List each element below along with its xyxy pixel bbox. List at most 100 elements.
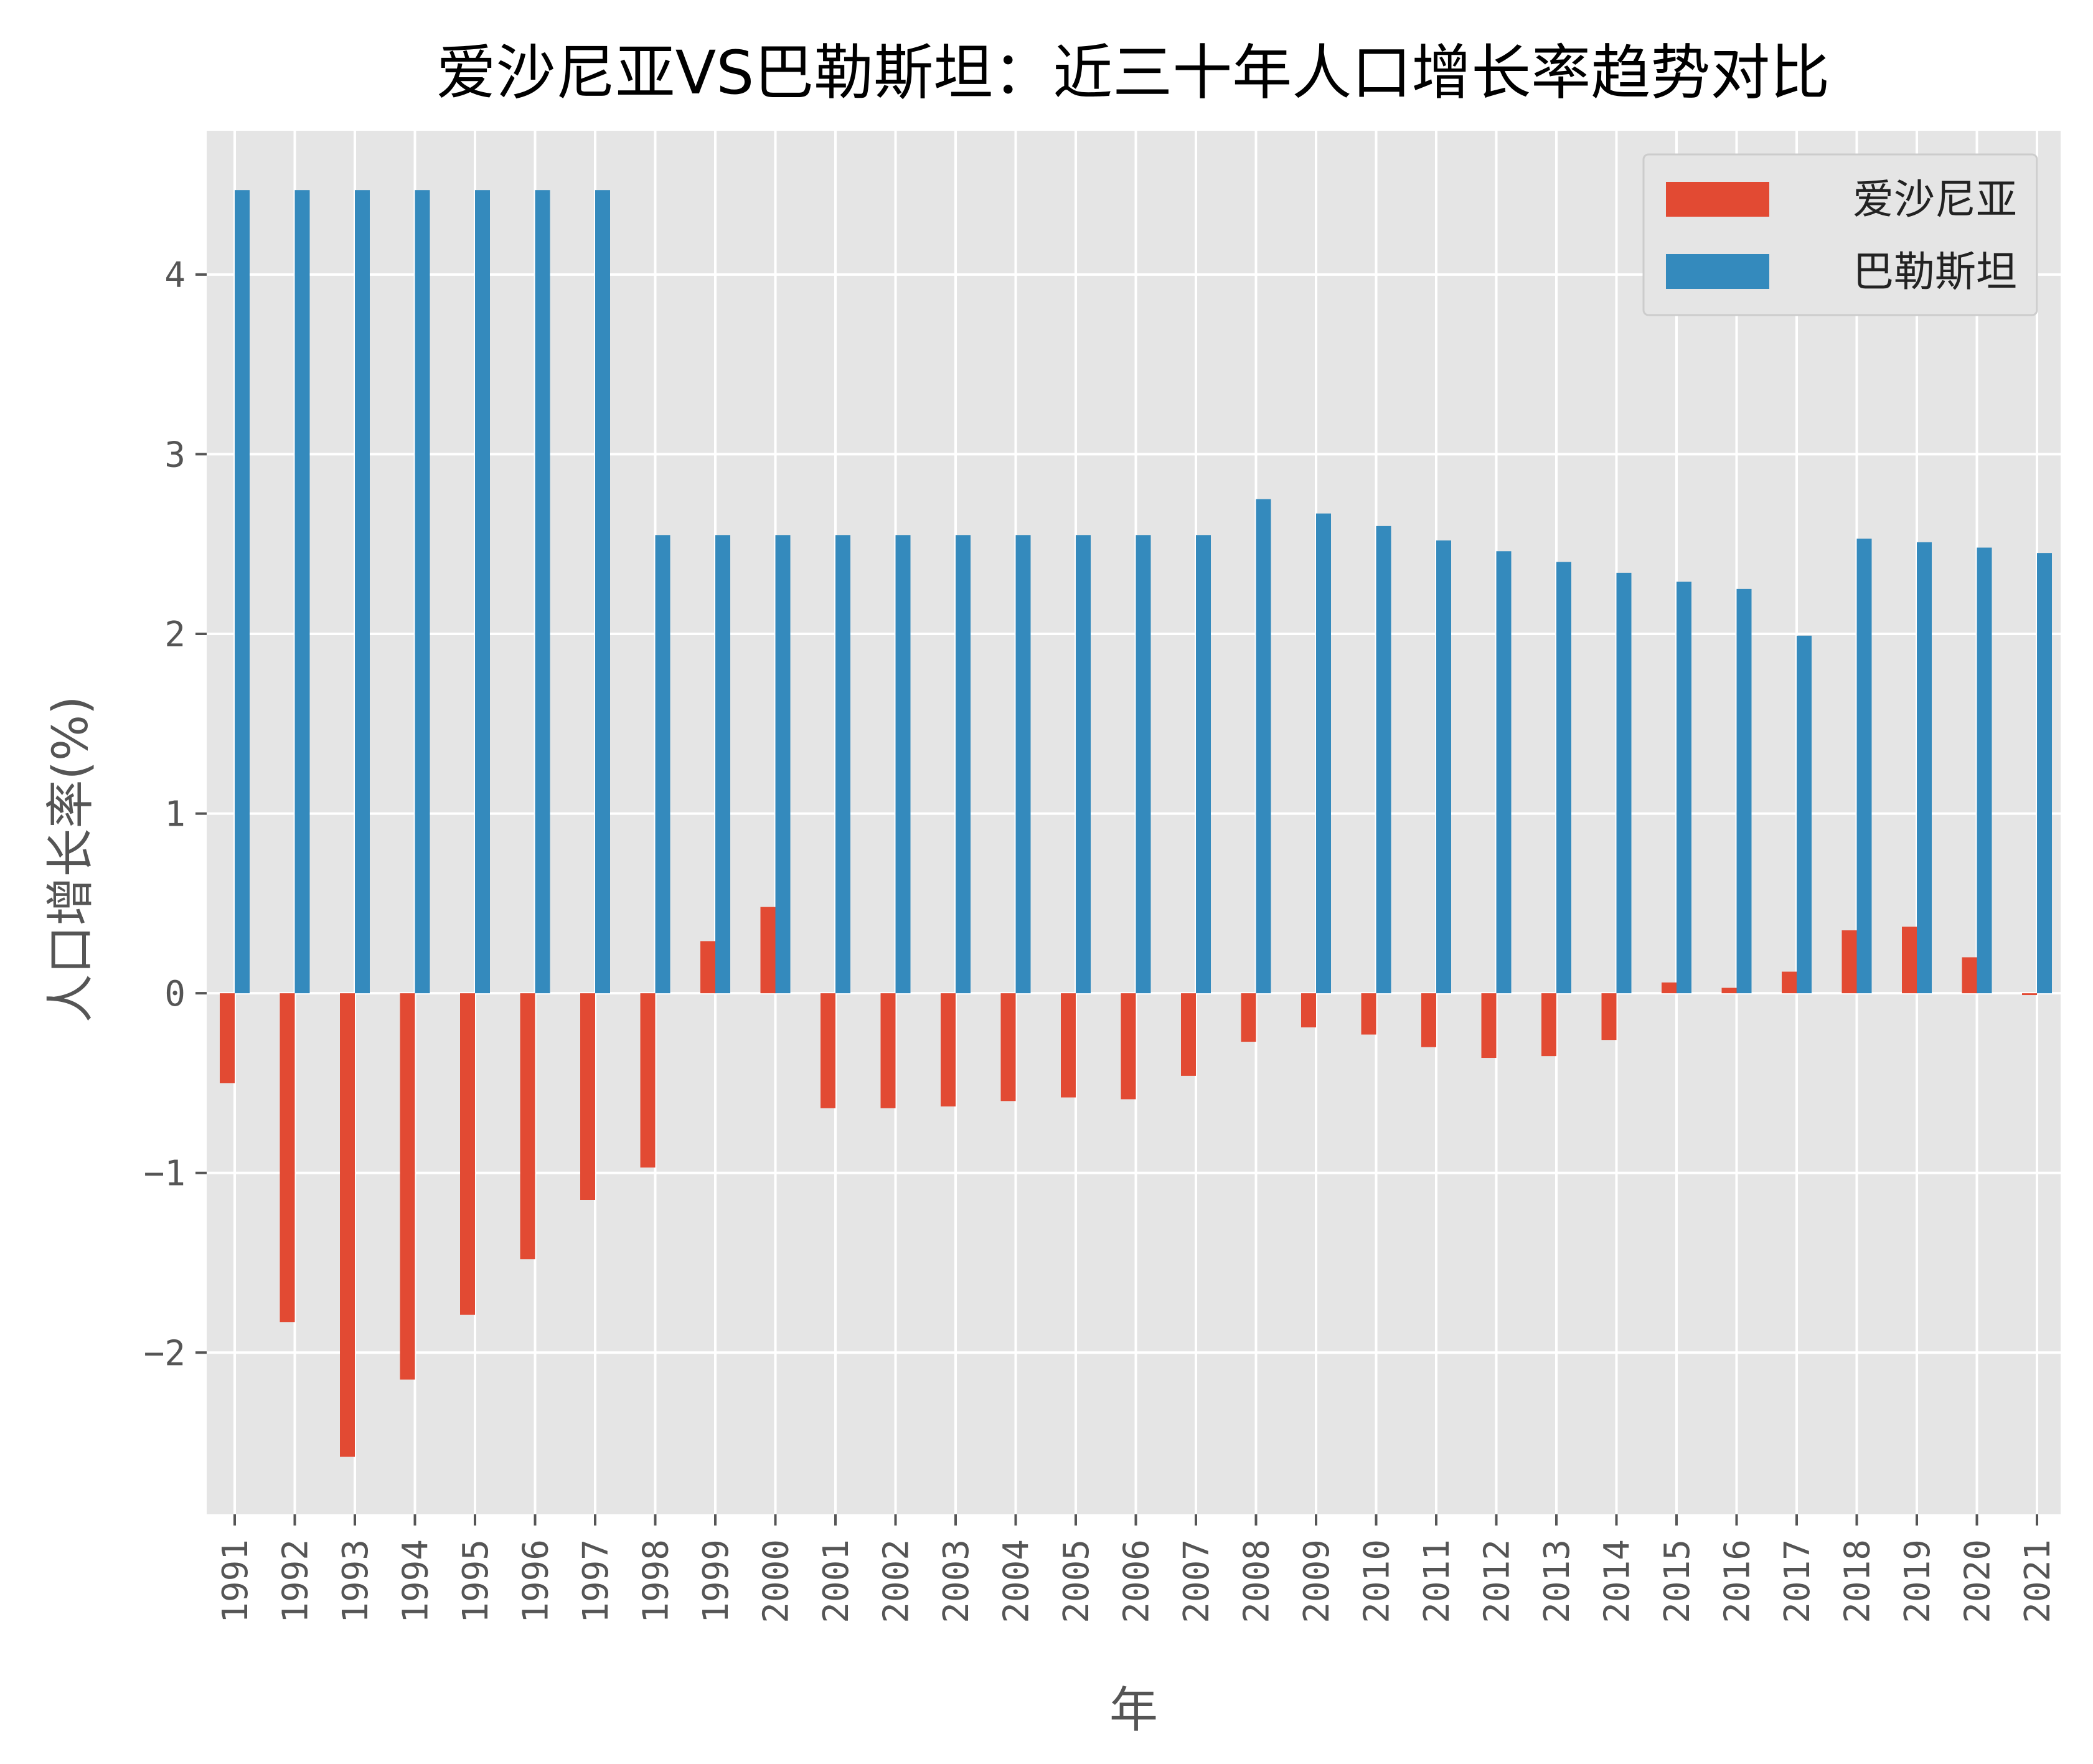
x-tick-label: 2003 bbox=[936, 1539, 977, 1623]
bar-palestine bbox=[1677, 582, 1691, 994]
bar-estonia bbox=[760, 907, 776, 994]
bar-estonia bbox=[400, 993, 415, 1380]
bar-palestine bbox=[1316, 513, 1331, 994]
bar-palestine bbox=[1256, 499, 1271, 994]
x-tick-label: 2014 bbox=[1597, 1539, 1638, 1623]
bar-palestine bbox=[1977, 547, 1992, 994]
bar-estonia bbox=[1541, 993, 1556, 1057]
x-tick-label: 2021 bbox=[2018, 1539, 2058, 1623]
bar-palestine bbox=[835, 535, 850, 994]
bar-palestine bbox=[715, 535, 730, 994]
bar-palestine bbox=[1616, 572, 1632, 994]
bar-estonia bbox=[340, 993, 355, 1457]
bar-palestine bbox=[475, 190, 490, 994]
x-tick-label: 2008 bbox=[1237, 1539, 1277, 1623]
x-tick-label: 1999 bbox=[696, 1539, 736, 1623]
bar-estonia bbox=[280, 993, 295, 1323]
y-tick-label: 1 bbox=[164, 795, 186, 835]
bar-estonia bbox=[1301, 993, 1316, 1027]
bar-estonia bbox=[1782, 971, 1797, 994]
x-tick-label: 1994 bbox=[396, 1539, 436, 1623]
bar-palestine bbox=[1436, 540, 1451, 994]
bar-palestine bbox=[1797, 635, 1812, 994]
y-axis-ticks: −2 −1 0 1 2 3 4 bbox=[144, 255, 207, 1374]
x-axis-ticks: 1991 1992 1993 1994 1995 1996 1997 1998 1999 2000… bbox=[215, 1514, 2058, 1623]
bar-palestine bbox=[1917, 542, 1932, 994]
legend-swatch-estonia bbox=[1666, 182, 1769, 217]
bar-estonia bbox=[941, 993, 956, 1106]
bar-estonia bbox=[1421, 993, 1436, 1047]
x-tick-label: 2009 bbox=[1297, 1539, 1337, 1623]
x-tick-label: 2002 bbox=[877, 1539, 917, 1623]
x-tick-label: 2012 bbox=[1477, 1539, 1518, 1623]
bar-palestine bbox=[1076, 535, 1091, 994]
legend-label-estonia: 爱沙尼亚 bbox=[1853, 176, 2017, 224]
x-tick-label: 2010 bbox=[1357, 1539, 1398, 1623]
legend-label-palestine: 巴勒斯坦 bbox=[1853, 248, 2017, 296]
x-tick-label: 2007 bbox=[1177, 1539, 1217, 1623]
bar-estonia bbox=[1902, 927, 1917, 994]
x-axis-label: 年 bbox=[1109, 1682, 1158, 1738]
x-tick-label: 1995 bbox=[456, 1539, 496, 1623]
bar-palestine bbox=[1496, 551, 1512, 994]
y-tick-label: −2 bbox=[144, 1333, 186, 1374]
x-tick-label: 2013 bbox=[1537, 1539, 1578, 1623]
bar-estonia bbox=[460, 993, 475, 1315]
bar-palestine bbox=[895, 535, 911, 994]
x-tick-label: 2001 bbox=[816, 1539, 857, 1623]
x-tick-label: 2018 bbox=[1838, 1539, 1878, 1623]
y-tick-label: −1 bbox=[144, 1154, 186, 1194]
bar-estonia bbox=[821, 993, 835, 1108]
bar-palestine bbox=[595, 190, 610, 994]
y-tick-label: 4 bbox=[164, 255, 186, 296]
x-tick-label: 1996 bbox=[516, 1539, 557, 1623]
x-tick-label: 2016 bbox=[1718, 1539, 1758, 1623]
bar-palestine bbox=[1376, 526, 1391, 994]
bar-palestine bbox=[1196, 535, 1211, 994]
bar-estonia bbox=[1601, 993, 1617, 1040]
x-tick-label: 1998 bbox=[636, 1539, 677, 1623]
legend-swatch-palestine bbox=[1666, 254, 1769, 289]
bar-palestine bbox=[1136, 535, 1151, 994]
bar-palestine bbox=[1015, 535, 1031, 994]
bar-palestine bbox=[355, 190, 370, 994]
bar-palestine bbox=[2037, 553, 2052, 994]
x-tick-label: 2011 bbox=[1417, 1539, 1457, 1623]
x-tick-label: 2015 bbox=[1657, 1539, 1698, 1623]
bar-palestine bbox=[956, 535, 971, 994]
bar-estonia bbox=[2022, 993, 2037, 996]
bar-palestine bbox=[294, 190, 310, 994]
bar-estonia bbox=[520, 993, 535, 1260]
bar-palestine bbox=[235, 190, 250, 994]
bar-estonia bbox=[1241, 993, 1256, 1042]
bar-palestine bbox=[1736, 588, 1752, 994]
bar-estonia bbox=[1061, 993, 1076, 1098]
y-tick-label: 2 bbox=[164, 615, 186, 655]
x-tick-label: 2020 bbox=[1958, 1539, 1998, 1623]
bar-palestine bbox=[1556, 562, 1571, 994]
bar-estonia bbox=[1181, 993, 1196, 1076]
x-tick-label: 1997 bbox=[576, 1539, 616, 1623]
bar-palestine bbox=[775, 535, 791, 994]
x-tick-label: 2005 bbox=[1056, 1539, 1097, 1623]
bar-estonia bbox=[1721, 988, 1737, 994]
chart-title: 爱沙尼亚VS巴勒斯坦：近三十年人口增长率趋势对比 bbox=[436, 38, 1830, 108]
x-tick-label: 1991 bbox=[215, 1539, 256, 1623]
bars bbox=[220, 190, 2052, 1457]
bar-estonia bbox=[580, 993, 595, 1200]
x-tick-label: 2006 bbox=[1117, 1539, 1157, 1623]
bar-estonia bbox=[1000, 993, 1016, 1101]
bar-estonia bbox=[700, 941, 715, 994]
bar-estonia bbox=[880, 993, 896, 1108]
x-tick-label: 2019 bbox=[1898, 1539, 1938, 1623]
bar-palestine bbox=[655, 535, 670, 994]
bar-estonia bbox=[220, 993, 235, 1083]
y-axis-label: 人口增长率(%) bbox=[43, 696, 99, 1023]
bar-palestine bbox=[1856, 539, 1872, 994]
bar-estonia bbox=[1481, 993, 1497, 1059]
bar-estonia bbox=[640, 993, 656, 1168]
x-tick-label: 2004 bbox=[997, 1539, 1037, 1623]
x-tick-label: 1993 bbox=[336, 1539, 376, 1623]
